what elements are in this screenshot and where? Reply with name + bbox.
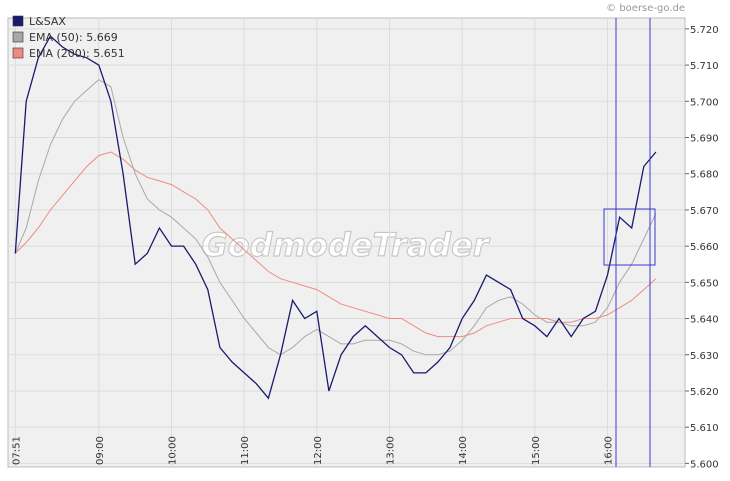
y-tick-label: 5.700 (690, 97, 719, 108)
plot-area (7, 17, 686, 468)
series-line (14, 78, 657, 356)
x-tick-label: 13:00 (385, 436, 396, 465)
y-tick-label: 5.600 (690, 459, 719, 470)
y-tick-label: 5.720 (690, 25, 719, 36)
legend-swatch (12, 47, 24, 59)
legend: L&SAX EMA (50): 5.669 EMA (200): 5.651 (12, 15, 125, 60)
y-tick-label: 5.710 (690, 61, 719, 72)
x-tick-label: 09:00 (95, 436, 106, 465)
y-tick-label: 5.690 (690, 133, 719, 144)
legend-swatch (12, 31, 24, 43)
legend-swatch (12, 15, 24, 27)
source: © boerse-go.de (606, 3, 685, 14)
series-line (14, 35, 657, 400)
legend-label: EMA (50): 5.669 (29, 31, 118, 44)
x-tick-label: 15:00 (531, 436, 542, 465)
y-tick-label: 5.620 (690, 387, 719, 398)
y-tick-label: 5.660 (690, 242, 719, 253)
y-tick-label: 5.630 (690, 351, 719, 362)
x-tick-label: 16:00 (603, 436, 614, 465)
watermark: GodmodeTrader (201, 226, 490, 264)
legend-label: EMA (200): 5.651 (29, 47, 125, 60)
x-tick-label: 11:00 (240, 436, 251, 465)
x-tick-label: 10:00 (167, 436, 178, 465)
grid (8, 18, 685, 467)
legend-label: L&SAX (29, 15, 66, 28)
y-tick-label: 5.670 (690, 206, 719, 217)
x-tick-label: 12:00 (313, 436, 324, 465)
highlight-box (603, 208, 656, 266)
y-tick-label: 5.680 (690, 170, 719, 181)
y-tick-label: 5.650 (690, 278, 719, 289)
x-tick-label: 07:51 (11, 436, 22, 465)
x-tick-label: 14:00 (458, 436, 469, 465)
y-tick-label: 5.640 (690, 315, 719, 326)
lines (14, 35, 657, 400)
y-tick-label: 5.610 (690, 423, 719, 434)
